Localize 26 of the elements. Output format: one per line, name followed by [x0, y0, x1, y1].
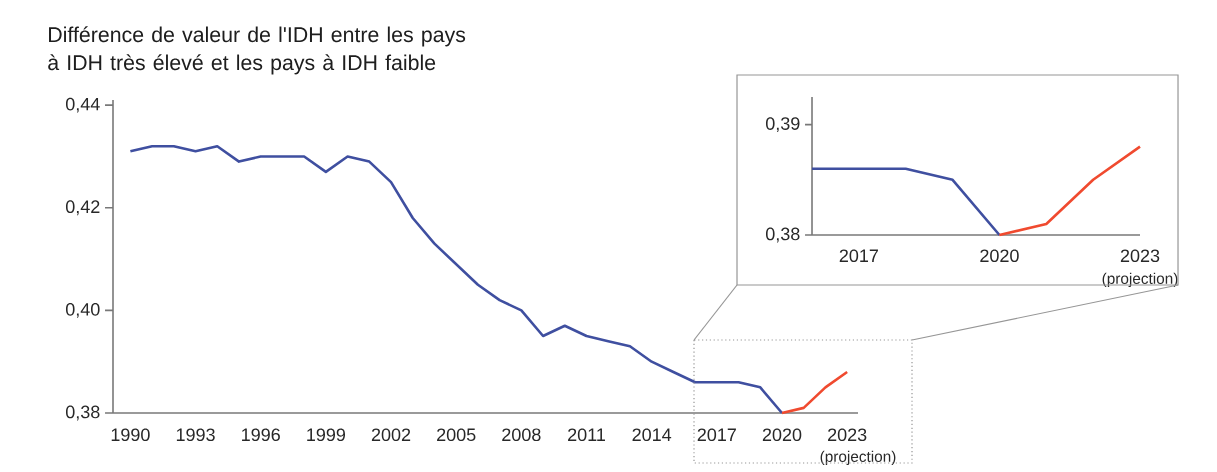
x-tick-label: 2014: [632, 428, 672, 442]
x-tick-label: 2008: [502, 428, 541, 442]
x-tick-label: 1990: [111, 428, 150, 442]
x-tick-label: 2023: [828, 428, 867, 442]
y-tick-label: 0,38: [765, 227, 800, 243]
y-tick-label: 0,44: [65, 97, 100, 113]
x-tick-label: 2020: [980, 249, 1019, 263]
x-tick-label: 2017: [697, 428, 736, 442]
chart-title: Différence de valeur de l'IDH entre les pays à IDH très élevé et les pays à IDH faible: [48, 26, 466, 75]
x-tick-label: 2020: [762, 428, 802, 442]
text: (projection): [1102, 272, 1178, 287]
x-tick-label: 2017: [839, 249, 878, 263]
x-tick-label: 2002: [371, 428, 411, 442]
x-tick-label: 1999: [307, 428, 346, 442]
line-series: [998, 145, 1142, 237]
y-tick-label: 0,42: [65, 200, 100, 216]
y-tick-label: 0,39: [765, 117, 800, 133]
x-tick-label: 1996: [242, 428, 280, 442]
y-tick-label: 0,40: [65, 302, 100, 318]
x-tick-label: 2023: [1120, 249, 1160, 263]
x-tick-label: 1993: [176, 428, 215, 442]
text: (projection): [820, 450, 896, 465]
y-tick-label: 0,38: [65, 405, 100, 421]
x-tick-label: 2005: [437, 428, 476, 442]
line-series: [780, 370, 849, 415]
x-tick-label: 2011: [568, 428, 605, 442]
